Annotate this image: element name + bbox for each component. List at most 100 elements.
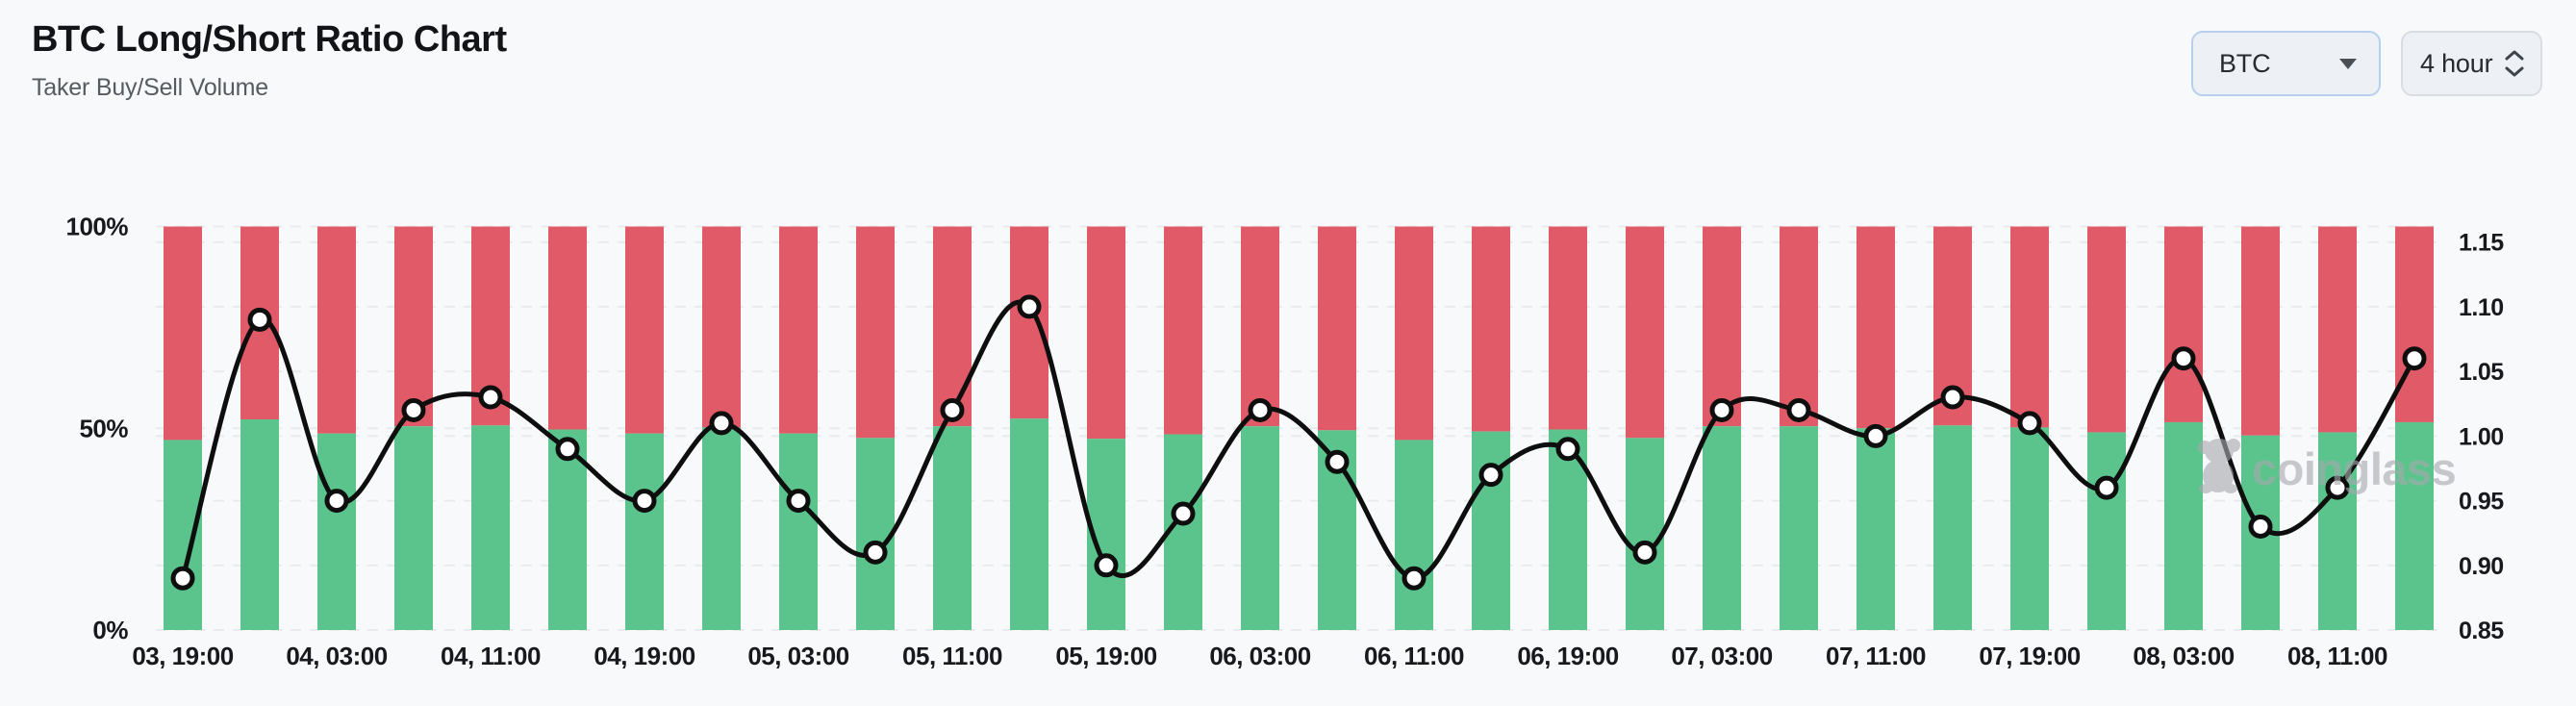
coin-select[interactable]: BTC xyxy=(2191,31,2381,96)
bar-short-segment[interactable] xyxy=(2010,226,2049,428)
y-axis-tick-right: 1.15 xyxy=(2459,230,2504,257)
bar-short-segment[interactable] xyxy=(1472,226,1510,432)
interval-select[interactable]: 4 hour xyxy=(2401,31,2542,96)
line-point[interactable] xyxy=(1017,294,1042,319)
bar-short-segment[interactable] xyxy=(164,226,202,441)
bar-long-segment[interactable] xyxy=(2164,421,2203,630)
bar-long-segment[interactable] xyxy=(164,440,202,630)
bar-short-segment[interactable] xyxy=(1549,226,1587,430)
line-point[interactable] xyxy=(1786,397,1811,422)
line-point[interactable] xyxy=(1478,463,1503,488)
line-point[interactable] xyxy=(2171,346,2196,371)
line-point[interactable] xyxy=(2017,411,2042,436)
bar-short-segment[interactable] xyxy=(1626,226,1664,439)
bar-short-segment[interactable] xyxy=(2318,226,2357,433)
bar-long-segment[interactable] xyxy=(856,438,895,630)
bar-long-segment[interactable] xyxy=(625,433,664,630)
line-point[interactable] xyxy=(401,397,426,422)
x-axis-tick: 08, 11:00 xyxy=(2287,642,2387,670)
x-axis-tick: 04, 11:00 xyxy=(441,642,541,670)
bar-long-segment[interactable] xyxy=(2395,421,2434,630)
bar-long-segment[interactable] xyxy=(240,419,279,630)
caret-down-icon xyxy=(2339,58,2357,69)
line-point[interactable] xyxy=(478,385,503,410)
line-point[interactable] xyxy=(1325,449,1350,474)
bar-short-segment[interactable] xyxy=(856,226,895,439)
bar-long-segment[interactable] xyxy=(1933,425,1972,630)
bar-short-segment[interactable] xyxy=(2087,226,2126,433)
line-point[interactable] xyxy=(786,489,811,514)
bar-long-segment[interactable] xyxy=(779,433,818,630)
bar-short-segment[interactable] xyxy=(933,226,972,427)
bar-short-segment[interactable] xyxy=(779,226,818,434)
bar-long-segment[interactable] xyxy=(2010,427,2049,630)
y-axis-tick-left: 0% xyxy=(92,616,128,644)
bar-short-segment[interactable] xyxy=(1087,226,1125,440)
x-axis-tick: 06, 03:00 xyxy=(1209,642,1310,670)
bar-long-segment[interactable] xyxy=(471,425,510,630)
bar-long-segment[interactable] xyxy=(2318,432,2357,630)
x-axis-tick: 05, 03:00 xyxy=(747,642,848,670)
line-point[interactable] xyxy=(1555,437,1580,462)
line-point[interactable] xyxy=(2325,475,2350,500)
bar-short-segment[interactable] xyxy=(625,226,664,434)
bar-short-segment[interactable] xyxy=(1856,226,1895,429)
line-point[interactable] xyxy=(555,437,580,462)
bar-long-segment[interactable] xyxy=(317,433,356,630)
y-axis-tick-right: 0.95 xyxy=(2459,489,2504,516)
bar-short-segment[interactable] xyxy=(2395,226,2434,422)
bar-long-segment[interactable] xyxy=(2087,432,2126,630)
bar-short-segment[interactable] xyxy=(394,226,433,427)
bar-long-segment[interactable] xyxy=(1856,428,1895,630)
bar-short-segment[interactable] xyxy=(2164,226,2203,422)
line-point[interactable] xyxy=(1248,397,1273,422)
coin-select-value: BTC xyxy=(2219,48,2271,78)
bar-long-segment[interactable] xyxy=(394,426,433,630)
line-point[interactable] xyxy=(170,566,195,591)
bar-short-segment[interactable] xyxy=(1164,226,1202,435)
x-axis-tick: 04, 19:00 xyxy=(593,642,695,670)
line-point[interactable] xyxy=(1940,385,1965,410)
line-point[interactable] xyxy=(324,489,349,514)
bar-long-segment[interactable] xyxy=(1395,440,1433,630)
line-point[interactable] xyxy=(863,540,888,565)
bar-long-segment[interactable] xyxy=(933,426,972,630)
bar-long-segment[interactable] xyxy=(1626,438,1664,630)
x-axis-tick: 07, 19:00 xyxy=(1979,642,2080,670)
line-point[interactable] xyxy=(2248,514,2273,539)
bar-short-segment[interactable] xyxy=(1241,226,1279,427)
chevron-up-down-icon xyxy=(2505,50,2524,77)
x-axis-tick: 04, 03:00 xyxy=(286,642,387,670)
line-point[interactable] xyxy=(247,307,272,332)
bar-short-segment[interactable] xyxy=(2241,226,2280,436)
bar-short-segment[interactable] xyxy=(317,226,356,434)
bar-long-segment[interactable] xyxy=(1010,418,1048,630)
bar-short-segment[interactable] xyxy=(1395,226,1433,441)
line-point[interactable] xyxy=(1171,501,1196,526)
line-point[interactable] xyxy=(2094,475,2119,500)
page-title: BTC Long/Short Ratio Chart xyxy=(32,19,507,60)
bar-long-segment[interactable] xyxy=(548,429,587,630)
bar-short-segment[interactable] xyxy=(1703,226,1741,427)
line-point[interactable] xyxy=(709,411,734,436)
bar-long-segment[interactable] xyxy=(1241,426,1279,630)
bar-short-segment[interactable] xyxy=(548,226,587,430)
bar-long-segment[interactable] xyxy=(1703,426,1741,630)
bar-short-segment[interactable] xyxy=(1780,226,1818,427)
bar-short-segment[interactable] xyxy=(1318,226,1356,431)
page-header: BTC Long/Short Ratio Chart Taker Buy/Sel… xyxy=(32,19,507,102)
line-point[interactable] xyxy=(1632,540,1657,565)
bar-short-segment[interactable] xyxy=(1010,226,1048,419)
line-point[interactable] xyxy=(1863,423,1888,448)
line-point[interactable] xyxy=(2402,346,2427,371)
bar-long-segment[interactable] xyxy=(702,427,741,630)
line-point[interactable] xyxy=(1094,553,1119,578)
line-point[interactable] xyxy=(1402,566,1427,591)
bar-long-segment[interactable] xyxy=(1780,426,1818,630)
line-point[interactable] xyxy=(632,489,657,514)
bar-short-segment[interactable] xyxy=(702,226,741,428)
line-point[interactable] xyxy=(940,397,965,422)
line-point[interactable] xyxy=(1709,397,1734,422)
x-axis-tick: 07, 03:00 xyxy=(1671,642,1772,670)
